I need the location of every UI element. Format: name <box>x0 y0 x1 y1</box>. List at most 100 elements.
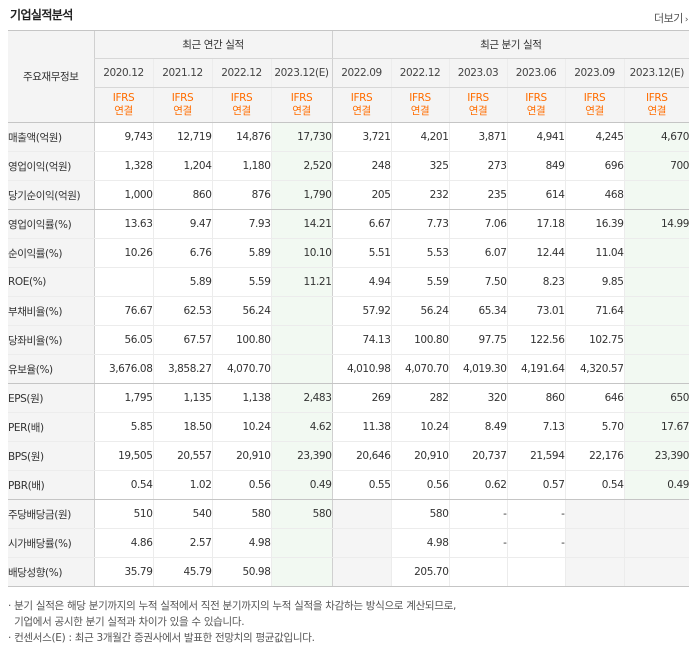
chevron-right-icon: › <box>684 15 689 25</box>
quarter-group-header: 최근 분기 실적 <box>331 30 690 59</box>
value-cell: 122.56 <box>506 325 565 355</box>
value-cell: 1,328 <box>93 151 153 181</box>
value-cell: 5.89 <box>211 238 271 268</box>
value-cell: 10.26 <box>93 238 153 268</box>
value-cell: 71.64 <box>564 296 624 326</box>
value-cell: 1,000 <box>93 180 153 210</box>
value-cell: 67.57 <box>152 325 212 355</box>
footnotes: · 분기 실적은 해당 분기까지의 누적 실적에서 직전 분기까지의 누적 실적… <box>8 598 456 646</box>
value-cell: 100.80 <box>211 325 271 355</box>
value-cell: 23,390 <box>623 441 690 471</box>
value-cell: - <box>448 528 507 558</box>
ifrs-basis-header: IFRS 연결 <box>564 87 624 123</box>
value-cell: 860 <box>506 383 565 413</box>
value-cell: 10.10 <box>270 238 332 268</box>
value-cell: 11.38 <box>331 412 391 442</box>
ifrs-basis-header: IFRS 연결 <box>270 87 332 123</box>
value-cell: 65.34 <box>448 296 507 326</box>
value-cell: 510 <box>93 499 153 529</box>
value-cell <box>623 267 690 297</box>
value-cell: 580 <box>390 499 449 529</box>
value-cell: 7.93 <box>211 209 271 239</box>
value-cell: 9.85 <box>564 267 624 297</box>
value-cell: 11.21 <box>270 267 332 297</box>
value-cell: 6.07 <box>448 238 507 268</box>
ifrs-label: IFRS <box>290 92 313 104</box>
header-label: 주요재무정보 <box>8 30 94 123</box>
row-label: 매출액(억원) <box>8 122 94 152</box>
value-cell: 2.57 <box>152 528 212 558</box>
value-cell <box>506 557 565 587</box>
value-cell: 235 <box>448 180 507 210</box>
value-cell: 5.59 <box>390 267 449 297</box>
value-cell: 23,390 <box>270 441 332 471</box>
ifrs-basis-header: IFRS 연결 <box>448 87 507 123</box>
value-cell <box>270 528 332 558</box>
basis-label: 연결 <box>352 105 371 117</box>
value-cell: 1,204 <box>152 151 212 181</box>
value-cell: 580 <box>270 499 332 529</box>
ifrs-basis-header: IFRS 연결 <box>390 87 449 123</box>
ifrs-label: IFRS <box>230 92 253 104</box>
value-cell <box>270 557 332 587</box>
value-cell: 1,790 <box>270 180 332 210</box>
value-cell: 1,135 <box>152 383 212 413</box>
value-cell: 849 <box>506 151 565 181</box>
value-cell: 248 <box>331 151 391 181</box>
value-cell: 45.79 <box>152 557 212 587</box>
period-header: 2023.06 <box>506 58 565 88</box>
period-header: 2023.03 <box>448 58 507 88</box>
row-label: PER(배) <box>8 412 94 442</box>
value-cell: 4.98 <box>390 528 449 558</box>
value-cell: 232 <box>390 180 449 210</box>
basis-label: 연결 <box>585 105 604 117</box>
value-cell <box>623 296 690 326</box>
value-cell: 205 <box>331 180 391 210</box>
value-cell: 20,737 <box>448 441 507 471</box>
value-cell: 74.13 <box>331 325 391 355</box>
value-cell: 12,719 <box>152 122 212 152</box>
more-link[interactable]: 더보기 › <box>654 10 689 26</box>
table-row: 배당성향(%) 35.79 45.79 50.98 205.70 <box>8 557 690 587</box>
value-cell: 540 <box>152 499 212 529</box>
value-cell: 14.99 <box>623 209 690 239</box>
row-label: 주당배당금(원) <box>8 499 94 529</box>
value-cell: 0.62 <box>448 470 507 500</box>
value-cell: 10.24 <box>211 412 271 442</box>
value-cell: 320 <box>448 383 507 413</box>
value-cell: 97.75 <box>448 325 507 355</box>
value-cell: 876 <box>211 180 271 210</box>
more-label: 더보기 <box>654 12 683 25</box>
value-cell: 5.89 <box>152 267 212 297</box>
ifrs-label: IFRS <box>112 92 135 104</box>
period-header: 2023.12(E) <box>623 58 690 88</box>
value-cell: 4,070.70 <box>390 354 449 384</box>
row-label: ROE(%) <box>8 267 94 297</box>
period-header: 2022.12 <box>211 58 271 88</box>
value-cell <box>623 354 690 384</box>
value-cell: 56.05 <box>93 325 153 355</box>
value-cell: 0.57 <box>506 470 565 500</box>
value-cell: 1,138 <box>211 383 271 413</box>
value-cell: 56.24 <box>211 296 271 326</box>
value-cell: 13.63 <box>93 209 153 239</box>
value-cell: 0.54 <box>564 470 624 500</box>
value-cell: 6.76 <box>152 238 212 268</box>
value-cell: 20,557 <box>152 441 212 471</box>
value-cell: 12.44 <box>506 238 565 268</box>
value-cell: 1,180 <box>211 151 271 181</box>
value-cell: 7.13 <box>506 412 565 442</box>
value-cell: 3,871 <box>448 122 507 152</box>
value-cell: 4,010.98 <box>331 354 391 384</box>
value-cell: 860 <box>152 180 212 210</box>
row-label: 당좌비율(%) <box>8 325 94 355</box>
basis-label: 연결 <box>410 105 430 117</box>
value-cell: 100.80 <box>390 325 449 355</box>
ifrs-basis-header: IFRS 연결 <box>93 87 153 123</box>
value-cell: 16.39 <box>564 209 624 239</box>
footnote-1: · 분기 실적은 해당 분기까지의 누적 실적에서 직전 분기까지의 누적 실적… <box>8 600 457 612</box>
basis-label: 연결 <box>232 105 251 117</box>
value-cell <box>623 528 690 558</box>
value-cell: 14.21 <box>270 209 332 239</box>
value-cell: 76.67 <box>93 296 153 326</box>
